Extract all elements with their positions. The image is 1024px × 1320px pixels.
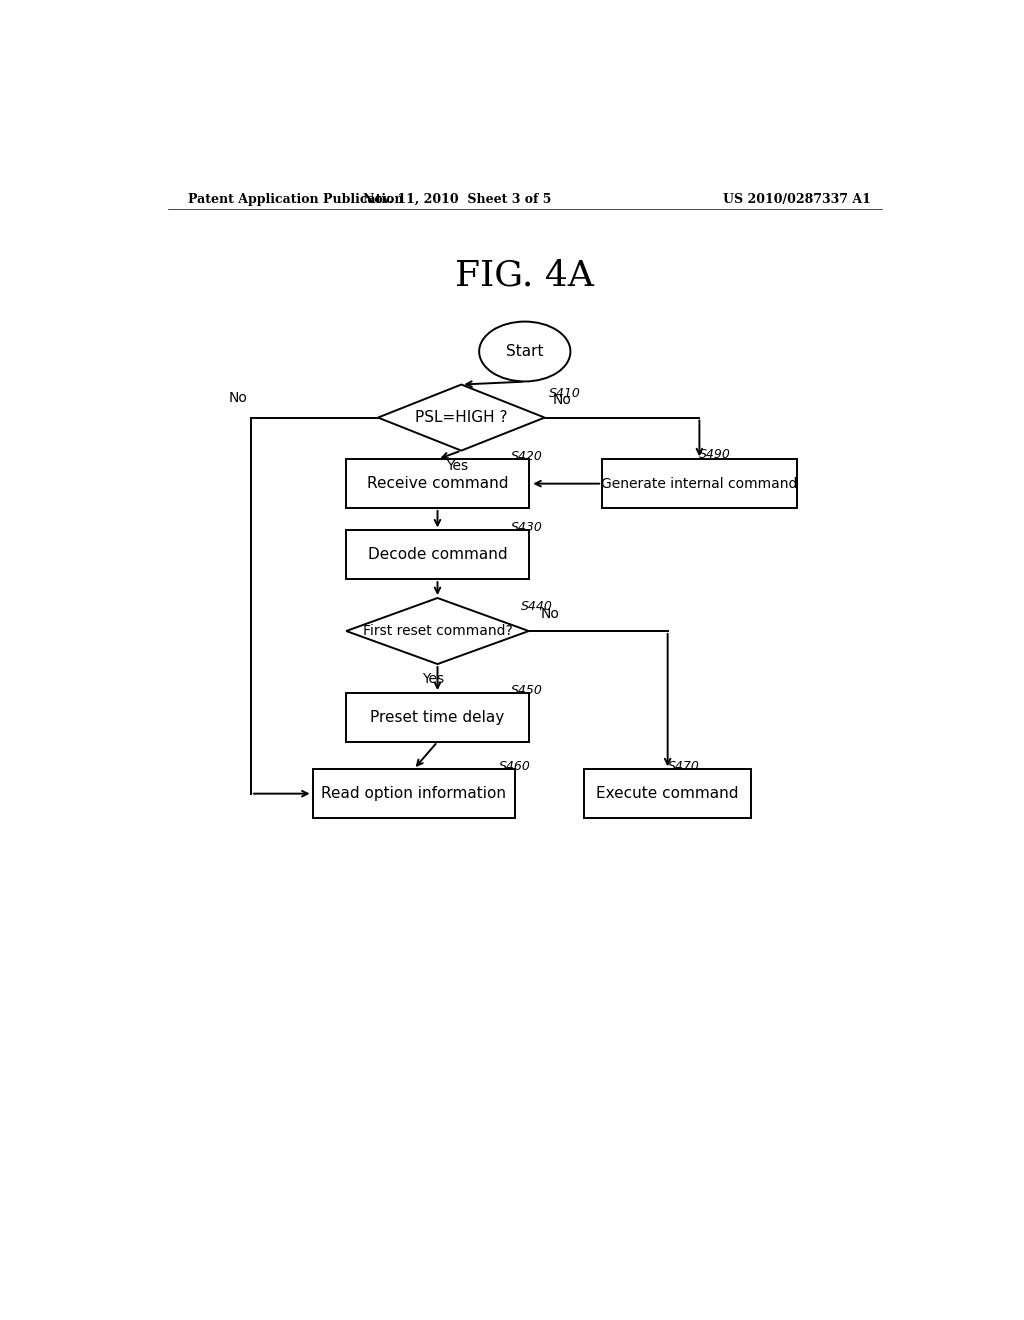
Text: Decode command: Decode command <box>368 548 507 562</box>
Bar <box>312 770 515 818</box>
Bar <box>346 531 528 579</box>
Text: S410: S410 <box>549 387 581 400</box>
Text: No: No <box>541 607 559 620</box>
Text: US 2010/0287337 A1: US 2010/0287337 A1 <box>723 193 871 206</box>
Text: S470: S470 <box>668 760 699 774</box>
Text: Yes: Yes <box>446 459 468 473</box>
Text: First reset command?: First reset command? <box>362 624 512 638</box>
Text: S430: S430 <box>511 521 543 535</box>
Text: FIG. 4A: FIG. 4A <box>456 259 594 292</box>
Text: No: No <box>228 392 247 405</box>
Text: Read option information: Read option information <box>322 787 506 801</box>
Text: S440: S440 <box>521 599 553 612</box>
Text: S490: S490 <box>699 449 731 461</box>
Bar <box>602 459 797 508</box>
Text: Receive command: Receive command <box>367 477 508 491</box>
Bar <box>346 459 528 508</box>
Text: Start: Start <box>506 345 544 359</box>
Polygon shape <box>346 598 528 664</box>
Ellipse shape <box>479 322 570 381</box>
Text: Yes: Yes <box>423 672 444 686</box>
Text: PSL=HIGH ?: PSL=HIGH ? <box>415 411 508 425</box>
Text: S460: S460 <box>500 760 531 774</box>
Text: S420: S420 <box>511 450 543 463</box>
Text: No: No <box>553 393 571 408</box>
Bar <box>346 693 528 742</box>
Text: Generate internal command: Generate internal command <box>601 477 798 491</box>
Text: Execute command: Execute command <box>596 787 739 801</box>
Polygon shape <box>378 384 545 450</box>
Bar <box>585 770 751 818</box>
Text: Nov. 11, 2010  Sheet 3 of 5: Nov. 11, 2010 Sheet 3 of 5 <box>364 193 552 206</box>
Text: Patent Application Publication: Patent Application Publication <box>187 193 403 206</box>
Text: S450: S450 <box>511 684 543 697</box>
Text: Preset time delay: Preset time delay <box>371 710 505 725</box>
